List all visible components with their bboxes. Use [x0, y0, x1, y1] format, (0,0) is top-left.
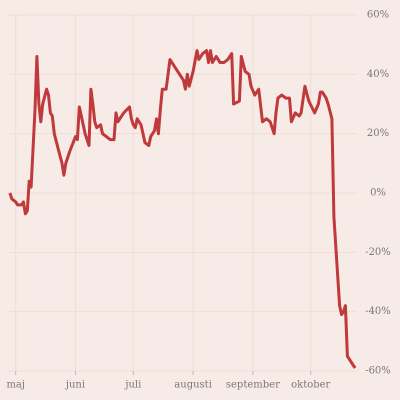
x-tick-label: september [226, 380, 280, 391]
y-tick-label: 20% [367, 128, 389, 139]
x-tick-label: juli [124, 380, 141, 391]
y-tick-label: -20% [365, 247, 391, 258]
y-tick-label: -60% [365, 366, 391, 377]
y-tick-label: 0% [370, 188, 386, 199]
x-tick-label: oktober [291, 380, 330, 391]
y-tick-label: -40% [365, 306, 391, 317]
y-tick-label: 40% [367, 69, 389, 80]
x-tick-label: juni [65, 380, 85, 391]
y-tick-label: 60% [367, 10, 389, 21]
x-tick-label: augusti [174, 380, 212, 391]
line [8, 49, 357, 369]
x-tick-label: maj [6, 380, 25, 391]
